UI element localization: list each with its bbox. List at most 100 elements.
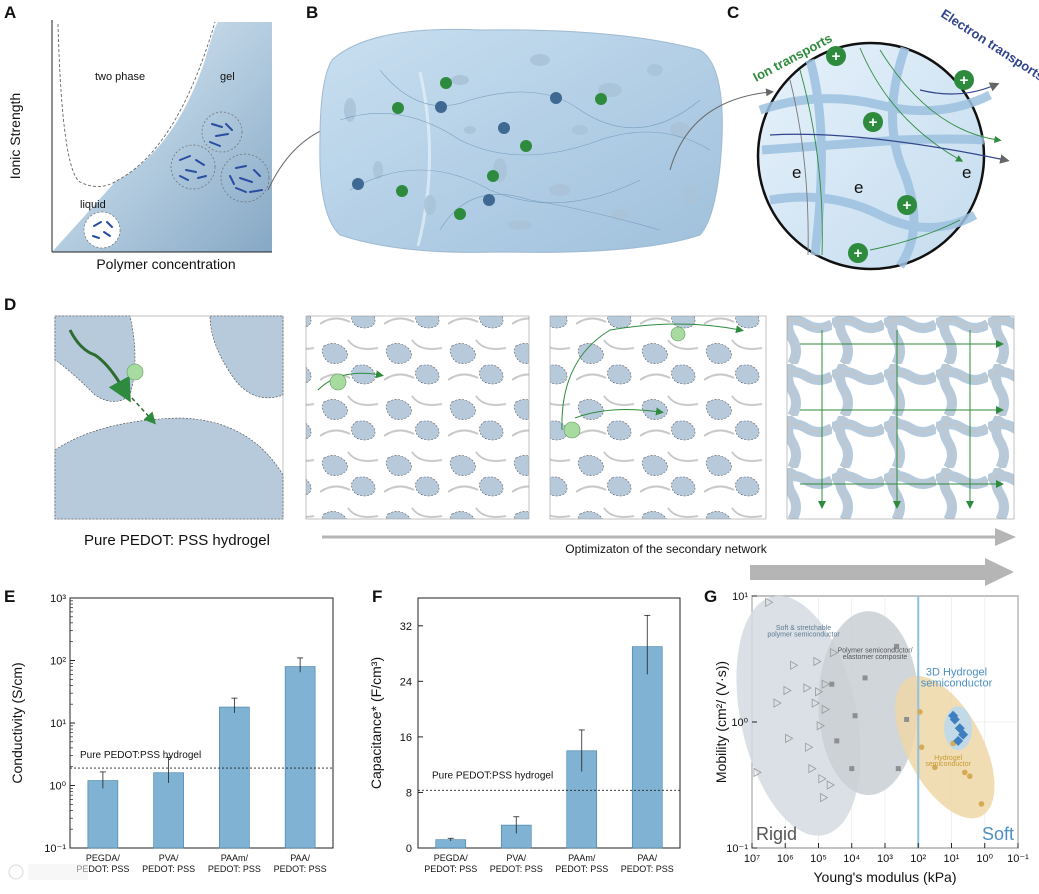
x-tick-label-f: PEDOT: PSS xyxy=(555,864,608,874)
region-label-3d-2: semiconductor xyxy=(921,678,993,690)
point-stretchable xyxy=(813,656,822,667)
gel-region xyxy=(52,22,272,252)
panel-d-networks: Pure PEDOT: PSS hydrogel Optimizaton of … xyxy=(54,315,1016,586)
svg-text:+: + xyxy=(869,114,878,131)
d-box-4 xyxy=(786,315,1015,520)
chart-g-mobility-modulus: 10⁷ 10⁶ 10⁵ 10⁴ 10³ 10² 10¹ 10⁰ 10⁻¹ 10⁻¹ 10⁰ 10¹ So… xyxy=(713,591,1029,885)
electron-symbol-2: e xyxy=(854,178,863,197)
d3-ion-b xyxy=(670,326,686,342)
point-stretchable xyxy=(808,763,817,774)
y-axis-label-g: Mobility (cm²/ (V·s)) xyxy=(713,661,729,783)
electron-particles xyxy=(352,92,562,206)
liquid-cluster xyxy=(83,211,121,249)
region-label-hydrogel-1: Hydrogel xyxy=(934,755,962,762)
point-stretchable xyxy=(811,698,820,708)
d3-ion-a xyxy=(563,421,581,439)
point-stretchable xyxy=(818,774,827,784)
x-tick-label-g: 10⁻¹ xyxy=(1007,853,1029,865)
point-stretchable xyxy=(785,733,794,744)
panel-label-d: D xyxy=(4,295,16,314)
region-label-hydrogel-2: semiconductor xyxy=(925,761,971,768)
point-stretchable xyxy=(805,742,814,752)
x-tick-label-f: PVA/ xyxy=(506,853,526,863)
point-hydrogel xyxy=(917,709,923,715)
gel-block xyxy=(319,28,723,253)
x-tick-label-e: PEGDA/ xyxy=(86,853,121,863)
reference-label-f: Pure PEDOT:PSS hydrogel xyxy=(432,770,553,781)
point-stretchable xyxy=(790,660,799,670)
y-tick-label-f: 16 xyxy=(400,732,412,744)
point-hydrogel xyxy=(966,773,973,779)
region-label-3d-1: 3D Hydrogel xyxy=(926,666,987,678)
region-label-stretchable-2: polymer semiconductor xyxy=(767,631,840,638)
y-tick-label-e: 10¹ xyxy=(50,718,66,730)
y-axis-label-e: Conductivity (S/cm) xyxy=(9,662,25,783)
d3-ion-path-1 xyxy=(561,323,744,431)
region-two-phase: two phase xyxy=(95,71,145,83)
point-hydrogel xyxy=(962,769,968,776)
panel-d-arrow-caption: Optimizaton of the secondary network xyxy=(565,542,767,556)
d2-ion xyxy=(329,373,347,391)
panel-label-b: B xyxy=(306,3,318,22)
bar-e xyxy=(87,780,119,849)
d3-ion-path-2 xyxy=(574,407,664,419)
panel-d-caption: Pure PEDOT: PSS hydrogel xyxy=(84,532,270,549)
d1-ion-blocked xyxy=(131,397,157,425)
x-tick-label-g: 10⁷ xyxy=(744,853,760,865)
x-tick-label-e: PEDOT: PSS xyxy=(208,864,261,874)
x-tick-label-g: 10² xyxy=(910,853,926,865)
point-three-d xyxy=(949,714,960,725)
d1-blob-bottom xyxy=(54,417,284,520)
region-liquid: liquid xyxy=(80,199,106,211)
point-composite xyxy=(849,766,855,772)
x-tick-label-e: PVA/ xyxy=(159,853,179,863)
gel-block-highlight xyxy=(416,71,431,247)
d1-ion xyxy=(126,363,144,381)
y-tick-label-g: 10⁻¹ xyxy=(726,843,748,855)
point-stretchable xyxy=(773,698,782,708)
panel-a-xlabel: Polymer concentration xyxy=(96,256,235,272)
y-tick-label-f: 32 xyxy=(400,621,412,633)
x-tick-label-g: 10⁰ xyxy=(976,853,993,865)
x-tick-label-g: 10⁴ xyxy=(843,853,860,865)
point-stretchable xyxy=(753,767,762,778)
g-top-arrow-head xyxy=(985,558,1014,586)
gel-cluster-3 xyxy=(220,153,270,203)
point-composite xyxy=(862,675,868,681)
x-tick-label-f: PEDOT: PSS xyxy=(424,864,477,874)
electron-symbol-1: e xyxy=(792,163,801,182)
zoom-circle xyxy=(756,41,986,271)
g-top-arrow-body xyxy=(750,565,990,580)
panel-label-e: E xyxy=(4,587,15,606)
point-three-d xyxy=(958,729,969,740)
point-composite xyxy=(829,681,835,687)
ion-particles xyxy=(392,77,607,220)
bar-f xyxy=(631,646,663,849)
point-composite xyxy=(904,716,910,722)
y-axis-label-f: Capacitance* (F/cm³) xyxy=(368,657,384,789)
x-tick-label-e: PAAm/ xyxy=(221,853,249,863)
x-axis-label-g: Young's modulus (kPa) xyxy=(813,869,956,885)
panel-label-f: F xyxy=(372,587,382,606)
panel-label-a: A xyxy=(4,3,16,22)
d4-ion-paths xyxy=(800,330,1004,509)
y-tick-label-f: 0 xyxy=(406,843,412,855)
point-stretchable xyxy=(820,792,829,803)
panel-label-c: C xyxy=(727,3,739,22)
ion-plus-badges: + + + + + xyxy=(826,46,974,263)
region-label-composite-2: elastomer composite xyxy=(843,654,908,661)
pores xyxy=(344,54,697,230)
x-tick-label-e: PEDOT: PSS xyxy=(274,864,327,874)
polymer-strands xyxy=(339,69,711,231)
phase-boundary xyxy=(57,21,216,187)
y-tick-label-f: 24 xyxy=(400,676,412,688)
x-tick-label-g: 10³ xyxy=(877,853,893,865)
y-tick-label-e: 10⁰ xyxy=(49,781,66,793)
point-hydrogel xyxy=(932,764,938,771)
point-stretchable xyxy=(816,721,825,731)
point-stretchable xyxy=(765,597,774,607)
plot-frame-f xyxy=(417,597,681,849)
bar-e xyxy=(219,706,250,849)
ion-paths xyxy=(789,47,1002,256)
